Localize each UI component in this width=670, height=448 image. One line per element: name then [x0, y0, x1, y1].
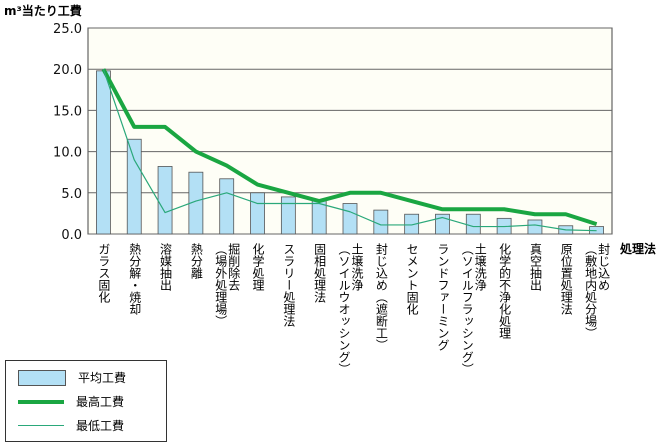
legend-swatch-min — [18, 425, 64, 426]
x-axis-title: 処理法 — [620, 242, 657, 256]
y-tick-label: 0.0 — [61, 228, 82, 243]
bar-average — [280, 196, 296, 235]
bar-average — [465, 213, 481, 235]
bar-average — [404, 213, 420, 235]
x-tick-label: 土壌洗浄 （ソイルフラッシング） — [460, 243, 488, 375]
bar-average — [126, 138, 142, 235]
y-tick-label: 5.0 — [61, 187, 82, 202]
x-tick-label: 掘削除去 （場外処理場） — [213, 243, 241, 327]
bar-average — [96, 70, 111, 235]
bar-average — [250, 192, 265, 235]
legend-swatch-bar — [18, 369, 66, 386]
y-tick-label: 15.0 — [53, 104, 82, 119]
y-axis-title: m³当たり工費 — [4, 4, 82, 18]
legend-swatch-max — [18, 399, 64, 404]
x-tick-label: スラリー処理法 — [281, 243, 296, 327]
legend-item-average: 平均工費 — [18, 369, 126, 386]
x-tick-label: 熱分解・焼却 — [127, 243, 142, 315]
x-tick-label: 封じ込め（遮断工） — [374, 243, 389, 351]
bar-average — [527, 219, 543, 235]
x-tick-label: 固相処理法 — [312, 243, 327, 303]
x-tick-label: 封じ込め （敷地内処分場） — [583, 243, 611, 339]
bar-average — [219, 178, 235, 235]
bar-average — [373, 209, 389, 235]
x-tick-label: 熱分離 — [189, 243, 204, 279]
x-tick-label: 土壌洗浄 （ソイルウオッシング） — [337, 243, 364, 375]
y-tick-label: 25.0 — [53, 22, 82, 37]
legend-item-max: 最高工費 — [18, 393, 124, 410]
x-tick-label: 化学的不浄化処理 — [497, 243, 512, 339]
legend-label: 最高工費 — [76, 395, 125, 409]
y-tick-label: 10.0 — [53, 146, 82, 161]
legend-label: 平均工費 — [78, 371, 127, 385]
legend: 平均工費 最高工費 最低工費 — [5, 360, 167, 442]
x-tick-label: ガラス固化 — [96, 243, 111, 303]
x-tick-label: セメント固化 — [405, 243, 420, 315]
bar-average — [342, 203, 358, 235]
x-tick-label: ランドファーミング — [435, 243, 450, 351]
legend-item-min: 最低工費 — [18, 417, 124, 434]
x-tick-label: 真空抽出 — [528, 243, 543, 291]
bar-average — [311, 200, 327, 235]
x-tick-label: 溶媒抽出 — [158, 243, 173, 291]
x-tick-label: 原位置処理法 — [559, 243, 574, 315]
plot-area — [87, 27, 613, 235]
y-tick-label: 20.0 — [53, 63, 82, 78]
legend-label: 最低工費 — [76, 419, 125, 433]
x-tick-label: 化学処理 — [251, 243, 266, 291]
bar-average — [157, 166, 173, 235]
